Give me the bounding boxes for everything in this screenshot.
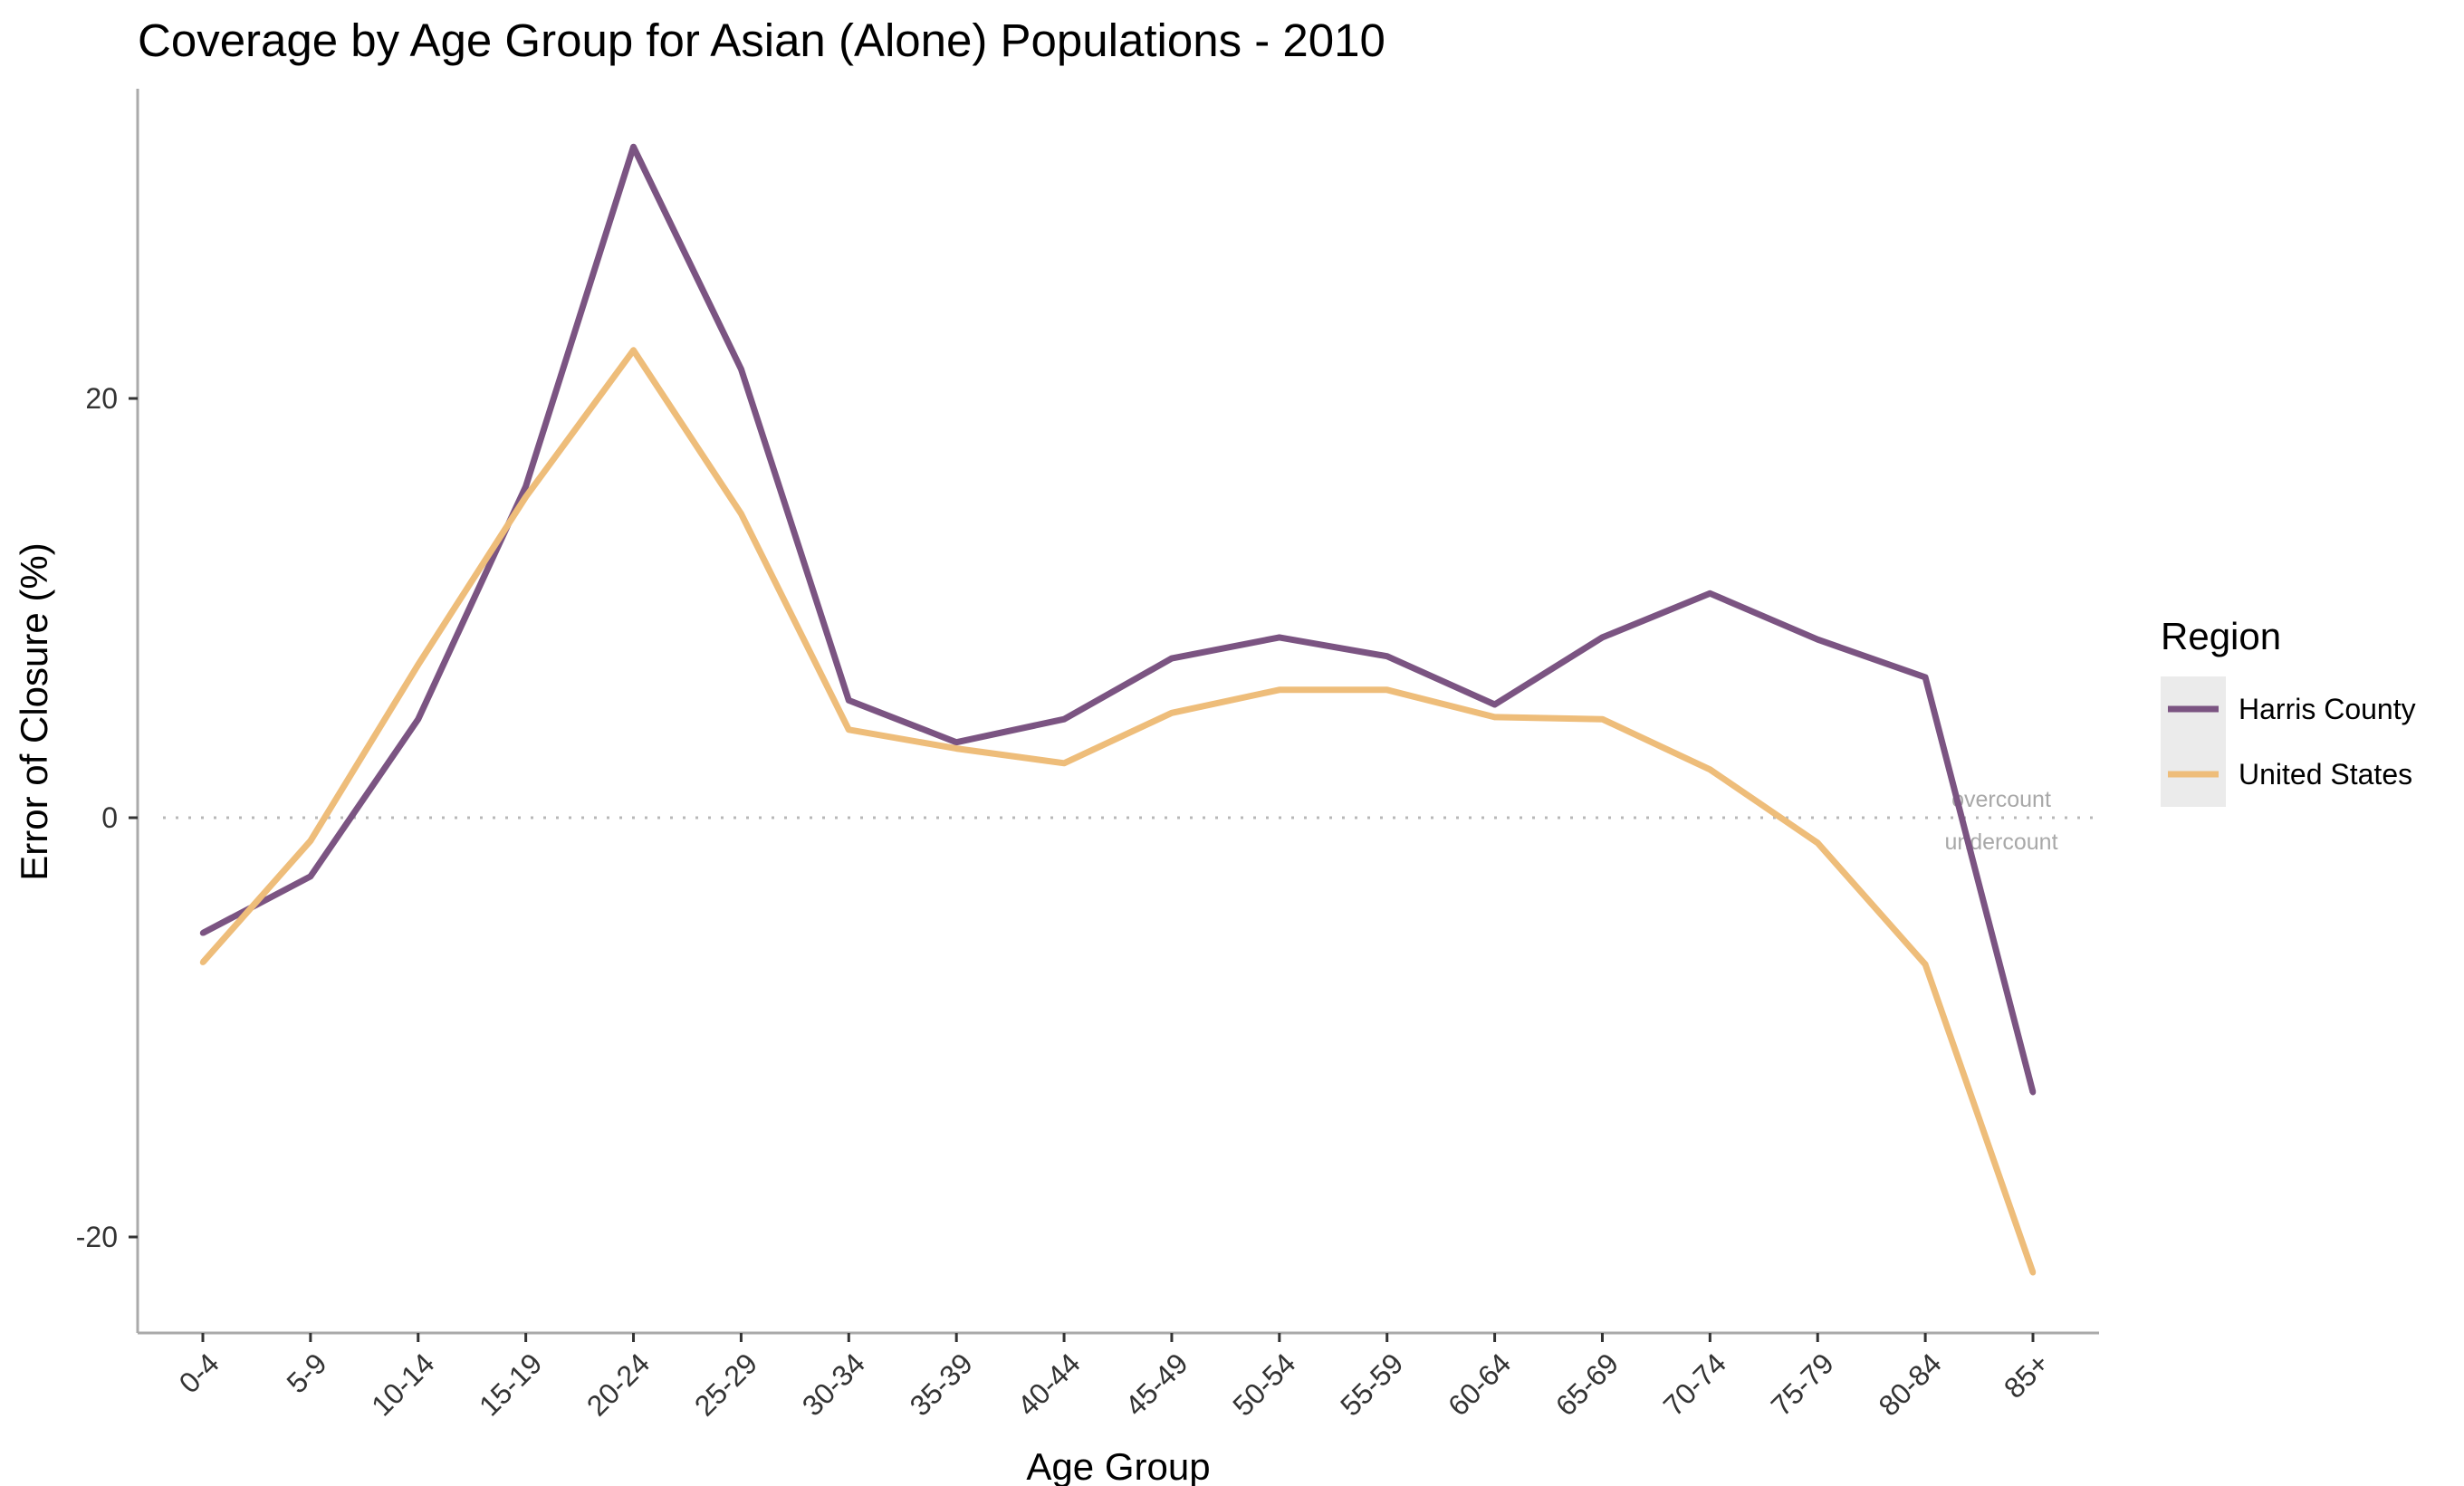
united-states-point xyxy=(1815,839,1821,846)
united-states-point xyxy=(1599,715,1606,723)
harris-county-point xyxy=(953,739,960,745)
x-tick-label: 30-34 xyxy=(796,1347,871,1422)
x-tick-label: 40-44 xyxy=(1011,1347,1086,1422)
x-tick-label: 35-39 xyxy=(904,1347,979,1422)
harris-county-point xyxy=(307,873,314,880)
reference-line-group: overcount undercount xyxy=(163,787,2094,855)
x-tick-label: 20-24 xyxy=(580,1347,656,1422)
x-tick-label: 85+ xyxy=(1998,1347,2056,1405)
y-tick-label: 20 xyxy=(85,382,118,415)
x-tick-label: 0-4 xyxy=(173,1347,225,1399)
y-tick-label: -20 xyxy=(76,1221,118,1253)
y-axis-title: Error of Closure (%) xyxy=(13,542,55,880)
harris-county-point xyxy=(199,930,206,936)
harris-county-point xyxy=(1168,655,1175,662)
plot-area: overcount undercount -20 0 20 0-4 5-9 10-14 15… xyxy=(76,89,2099,1423)
harris-county-point xyxy=(630,144,637,150)
x-tick-label: 75-79 xyxy=(1765,1347,1840,1422)
legend: Region Harris County United States xyxy=(2161,615,2416,807)
united-states-point xyxy=(1276,686,1283,693)
harris-county-point xyxy=(1707,590,1713,597)
harris-county-point xyxy=(415,715,421,723)
legend-items: Harris County United States xyxy=(2161,676,2416,807)
united-states-point xyxy=(738,511,744,517)
harris-county-point xyxy=(1384,653,1390,659)
x-tick-label: 5-9 xyxy=(280,1347,332,1399)
x-tick-label: 70-74 xyxy=(1657,1347,1732,1422)
x-tick-label: 65-69 xyxy=(1549,1347,1625,1422)
harris-county-point xyxy=(2029,1089,2037,1096)
united-states-point xyxy=(846,726,852,733)
united-states-point xyxy=(523,494,529,501)
x-tick-label: 45-49 xyxy=(1118,1347,1194,1422)
x-axis-ticks: 0-4 5-9 10-14 15-19 20-24 25-29 30-34 35-39 40-4… xyxy=(173,1333,2056,1423)
united-states-point xyxy=(1922,961,1929,968)
united-states-point xyxy=(199,959,206,965)
overcount-label: overcount xyxy=(1951,787,2051,812)
united-states-series-line xyxy=(200,347,2037,1274)
harris-county-legend-label: Harris County xyxy=(2239,693,2416,725)
x-tick-label: 55-59 xyxy=(1334,1347,1409,1422)
x-tick-label: 50-54 xyxy=(1226,1347,1301,1422)
y-axis-ticks: -20 0 20 xyxy=(76,382,138,1253)
united-states-legend-label: United States xyxy=(2239,758,2412,791)
harris-county-point xyxy=(1922,674,1929,681)
united-states-point xyxy=(2029,1270,2037,1276)
harris-county-point xyxy=(1060,715,1068,723)
legend-title: Region xyxy=(2161,615,2281,657)
harris-county-point xyxy=(523,484,529,490)
united-states-point xyxy=(1168,710,1175,716)
united-states-point xyxy=(1491,714,1498,721)
united-states-point xyxy=(1060,760,1068,767)
united-states-point xyxy=(415,661,421,668)
x-tick-label: 60-64 xyxy=(1442,1347,1517,1422)
x-axis-title: Age Group xyxy=(1026,1445,1210,1486)
united-states-point xyxy=(1707,766,1713,772)
united-states-point xyxy=(307,838,314,844)
chart-title: Coverage by Age Group for Asian (Alone) … xyxy=(138,14,1385,66)
harris-county-point xyxy=(1599,634,1606,641)
y-tick-label: 0 xyxy=(101,801,118,834)
harris-county-point xyxy=(1491,701,1498,708)
harris-county-point xyxy=(738,366,744,372)
united-states-point xyxy=(1384,686,1390,693)
harris-county-point xyxy=(1815,637,1821,643)
harris-county-point xyxy=(846,697,852,704)
undercount-label: undercount xyxy=(1944,829,2057,855)
x-tick-label: 80-84 xyxy=(1873,1347,1948,1422)
series-lines xyxy=(199,143,2037,1276)
united-states-point xyxy=(953,745,960,752)
x-tick-label: 10-14 xyxy=(365,1347,440,1422)
x-tick-label: 25-29 xyxy=(688,1347,763,1422)
x-tick-label: 15-19 xyxy=(473,1347,548,1422)
harris-county-series-line xyxy=(201,143,2037,1094)
harris-county-point xyxy=(1276,634,1283,641)
united-states-point xyxy=(630,347,637,353)
